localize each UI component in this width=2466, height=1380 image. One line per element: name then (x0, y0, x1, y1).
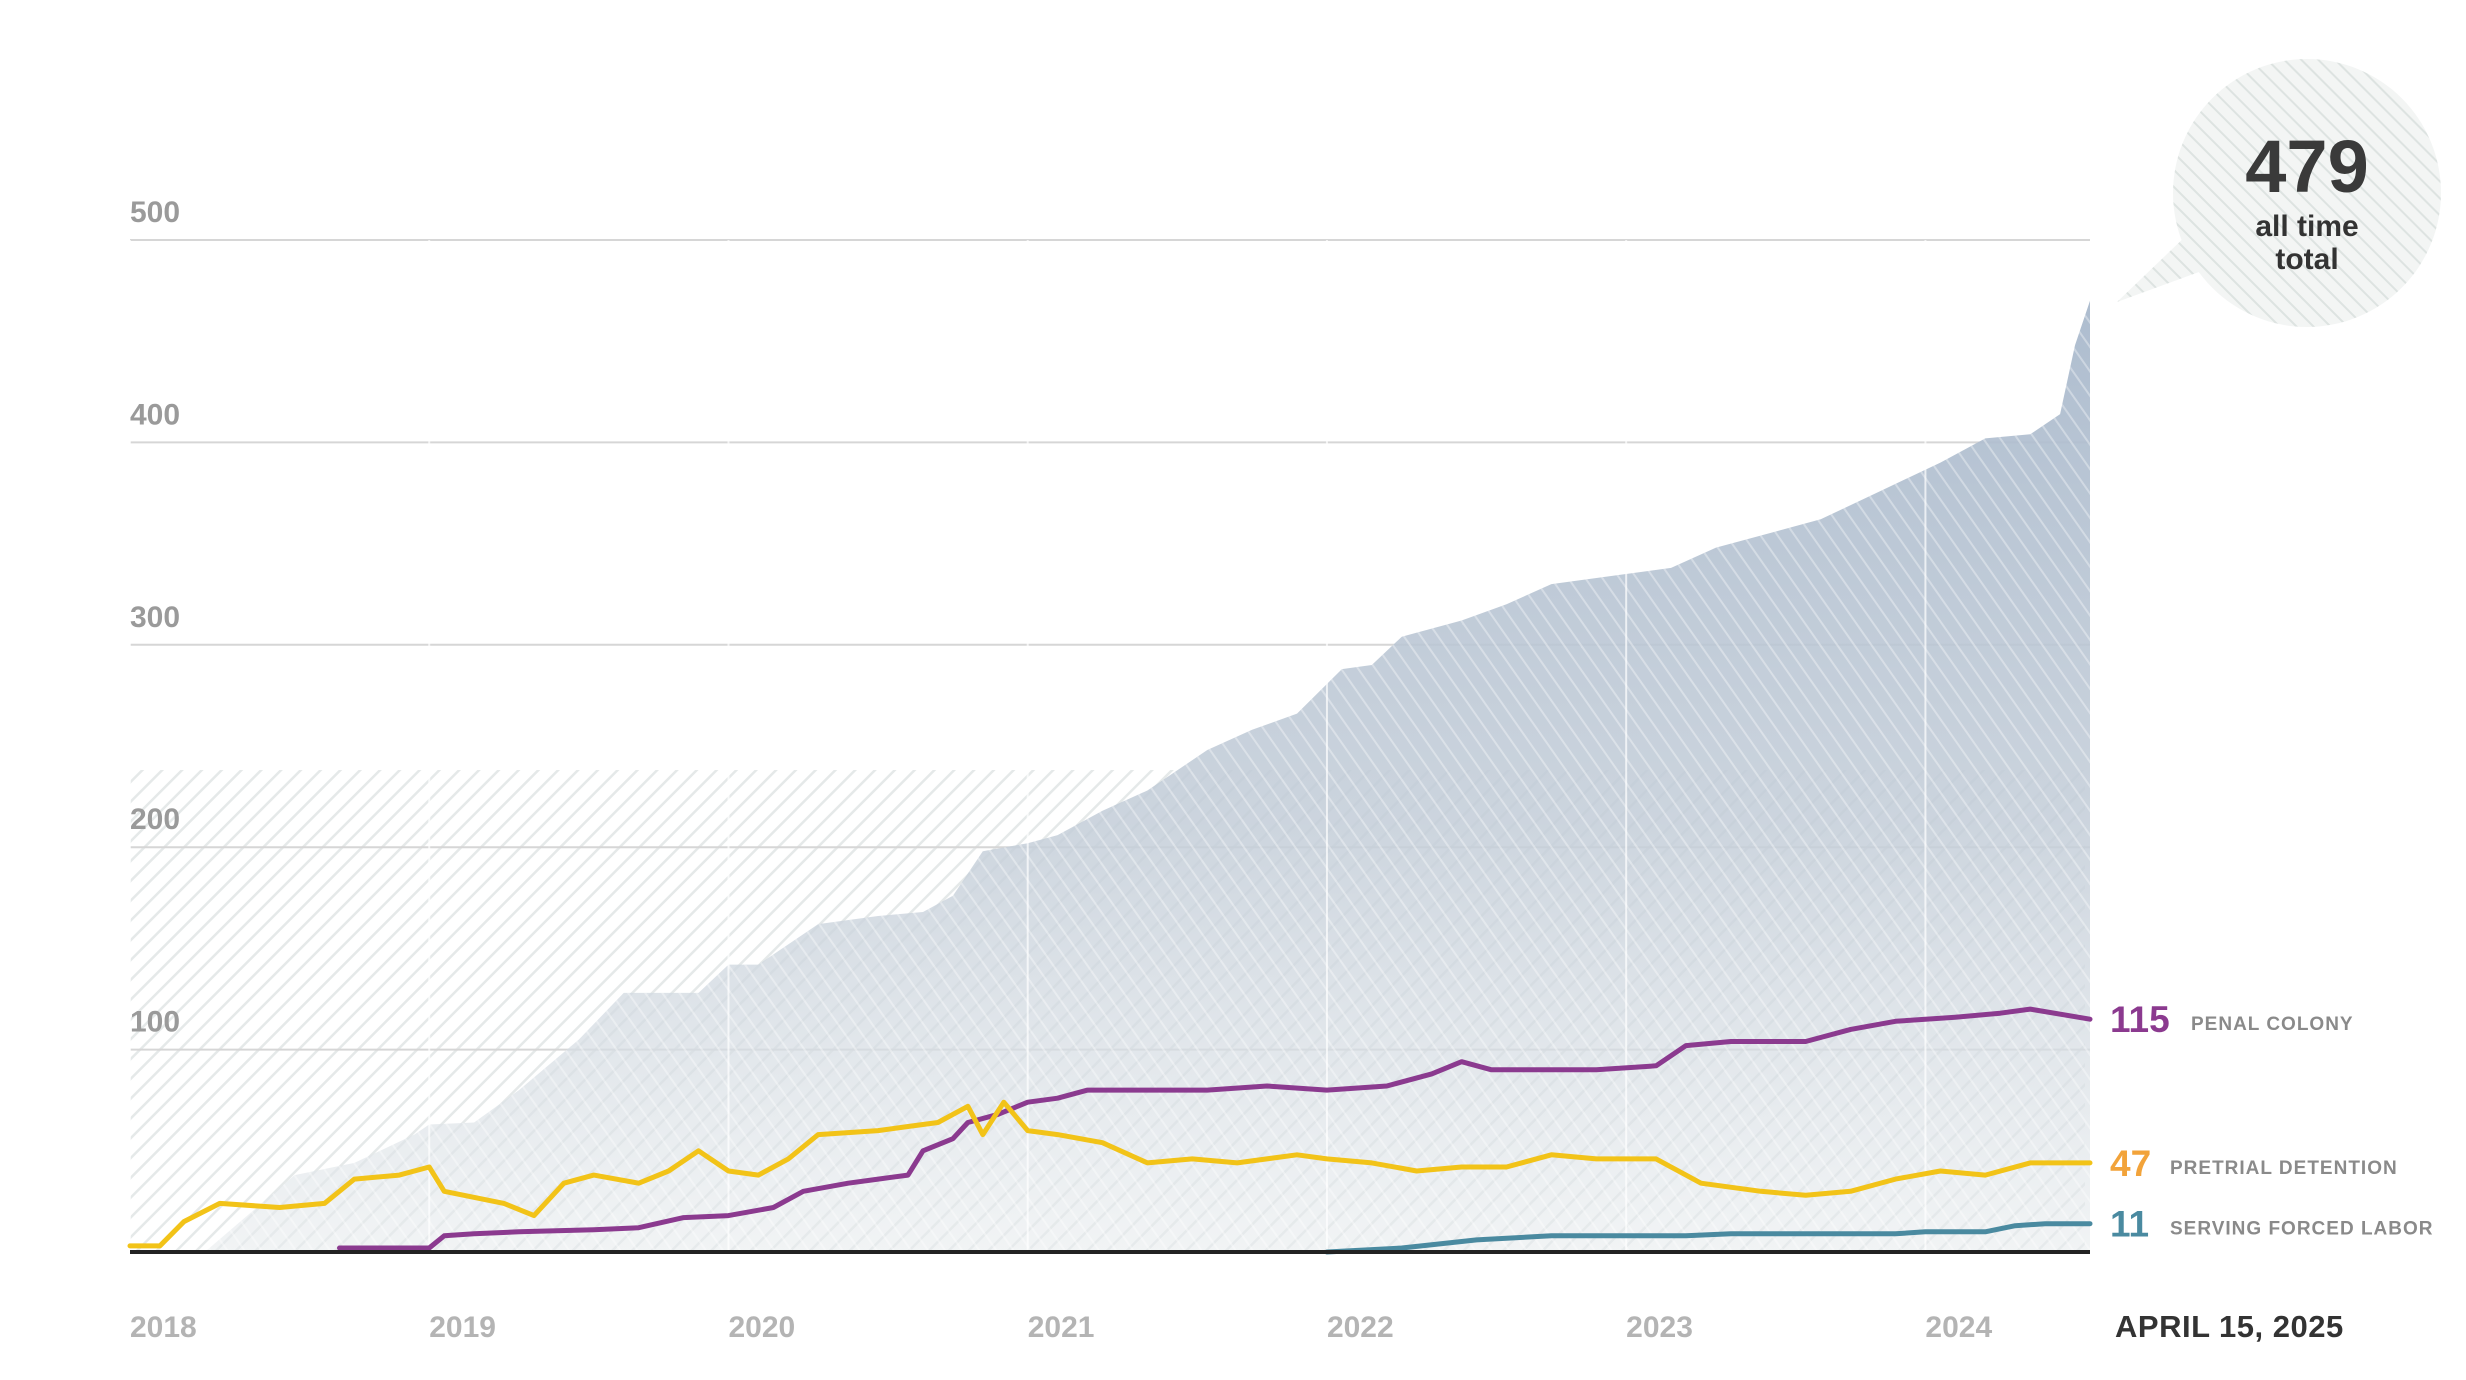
y-tick-300: 300 (130, 601, 180, 634)
series-end-labels: 115 PENAL COLONY 47 PRETRIAL DETENTION 11 SER… (2110, 999, 2434, 1245)
y-tick-labels: 100 200 300 400 500 (130, 196, 180, 1039)
area-total-texture (204, 300, 2090, 1252)
total-value: 479 (2245, 125, 2368, 208)
y-tick-500: 500 (130, 196, 180, 229)
x-tick-2020: 2020 (728, 1311, 795, 1344)
series-lines (127, 1006, 2093, 1255)
x-tick-2023: 2023 (1626, 1311, 1693, 1344)
line-penal-colony (337, 1006, 2093, 1251)
x-tick-2019: 2019 (429, 1311, 496, 1344)
total-caption-line2: total (2275, 243, 2338, 276)
x-tick-2018: 2018 (130, 1311, 197, 1344)
x-tick-2024: 2024 (1925, 1311, 1992, 1344)
total-callout: 479 all time total (2117, 59, 2441, 327)
total-caption-line1: all time (2255, 210, 2358, 243)
y-tick-200: 200 (130, 803, 180, 836)
line-pretrial-detention (127, 1099, 2093, 1249)
end-label-serving-forced-labor: SERVING FORCED LABOR (2170, 1219, 2434, 1240)
y-tick-400: 400 (130, 398, 180, 431)
end-value-serving-forced-labor: 11 (2110, 1204, 2149, 1245)
x-tick-2021: 2021 (1028, 1311, 1095, 1344)
y-tick-100: 100 (130, 1006, 180, 1039)
end-value-pretrial-detention: 47 (2110, 1143, 2151, 1184)
line-serving-forced-labor (1324, 1221, 2093, 1255)
x-tick-2022: 2022 (1327, 1311, 1394, 1344)
total-area (204, 300, 2090, 1252)
end-value-penal-colony: 115 (2110, 999, 2170, 1040)
end-label-penal-colony: PENAL COLONY (2191, 1014, 2354, 1035)
end-label-pretrial-detention: PRETRIAL DETENTION (2170, 1158, 2398, 1179)
year-gridlines (129, 240, 1927, 1252)
callout-bubble (2173, 59, 2441, 327)
x-tick-labels: 2018 2019 2020 2021 2022 2023 2024 (130, 1311, 1992, 1344)
end-date-label: APRIL 15, 2025 (2115, 1309, 2344, 1344)
